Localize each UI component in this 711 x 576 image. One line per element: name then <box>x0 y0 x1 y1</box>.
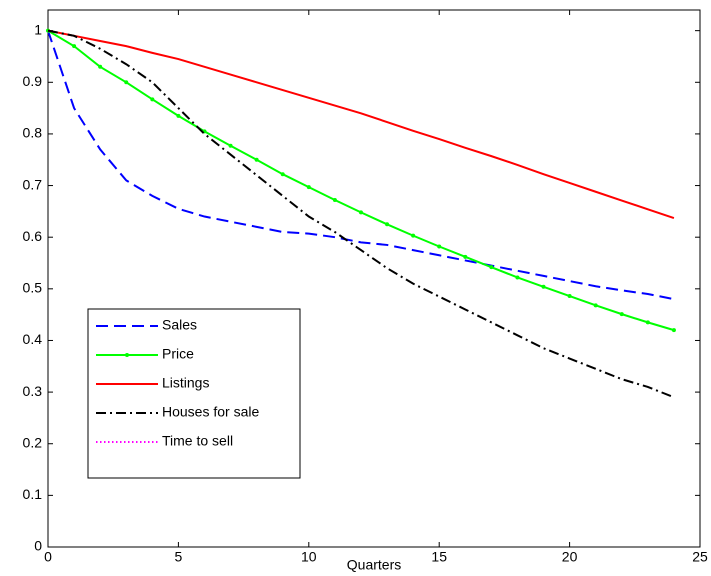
series-marker <box>619 312 624 317</box>
series-marker <box>645 320 650 325</box>
y-tick-label: 0.5 <box>23 280 43 296</box>
series-line <box>47 29 675 399</box>
y-tick-label: 0.7 <box>23 176 43 192</box>
legend-label: Time to sell <box>162 433 233 449</box>
x-tick-label: 5 <box>175 549 183 565</box>
series-marker <box>593 303 598 308</box>
x-tick-label: 20 <box>562 549 578 565</box>
series-marker <box>437 244 442 249</box>
series-marker <box>124 80 129 85</box>
series-marker <box>176 113 181 118</box>
y-tick-label: 0.9 <box>23 73 43 89</box>
y-tick-label: 0.3 <box>23 383 43 399</box>
legend-marker <box>125 353 129 357</box>
series-marker <box>280 172 285 177</box>
x-tick-label: 10 <box>301 549 317 565</box>
y-tick-label: 0 <box>34 538 42 554</box>
series-marker <box>358 210 363 215</box>
series-marker <box>515 275 520 280</box>
x-tick-label: 0 <box>44 549 52 565</box>
y-tick-label: 0.2 <box>23 434 43 450</box>
y-tick-label: 1 <box>34 21 42 37</box>
series-marker <box>489 265 494 270</box>
legend-label: Price <box>162 346 194 362</box>
y-tick-label: 0.4 <box>23 331 43 347</box>
x-axis-label: Quarters <box>347 557 401 573</box>
series-marker <box>463 254 468 259</box>
series-marker <box>150 97 155 102</box>
series-line <box>47 30 675 301</box>
series-marker <box>72 44 77 49</box>
x-tick-label: 25 <box>692 549 708 565</box>
y-tick-label: 0.1 <box>23 486 43 502</box>
series-marker <box>254 157 259 162</box>
y-tick-label: 0.8 <box>23 125 43 141</box>
series-marker <box>671 328 676 333</box>
series-marker <box>541 284 546 289</box>
legend-label: Houses for sale <box>162 404 259 420</box>
legend-box <box>87 308 301 479</box>
series-marker <box>411 233 416 238</box>
y-tick-label: 0.6 <box>23 228 43 244</box>
series-marker <box>332 198 337 203</box>
x-tick-label: 15 <box>431 549 447 565</box>
series-marker <box>98 64 103 69</box>
series-marker <box>228 143 233 148</box>
series-marker <box>567 294 572 299</box>
series-line <box>47 29 675 220</box>
legend-label: Listings <box>162 375 209 391</box>
legend-label: Sales <box>162 317 197 333</box>
series-marker <box>306 185 311 190</box>
series-marker <box>385 222 390 227</box>
